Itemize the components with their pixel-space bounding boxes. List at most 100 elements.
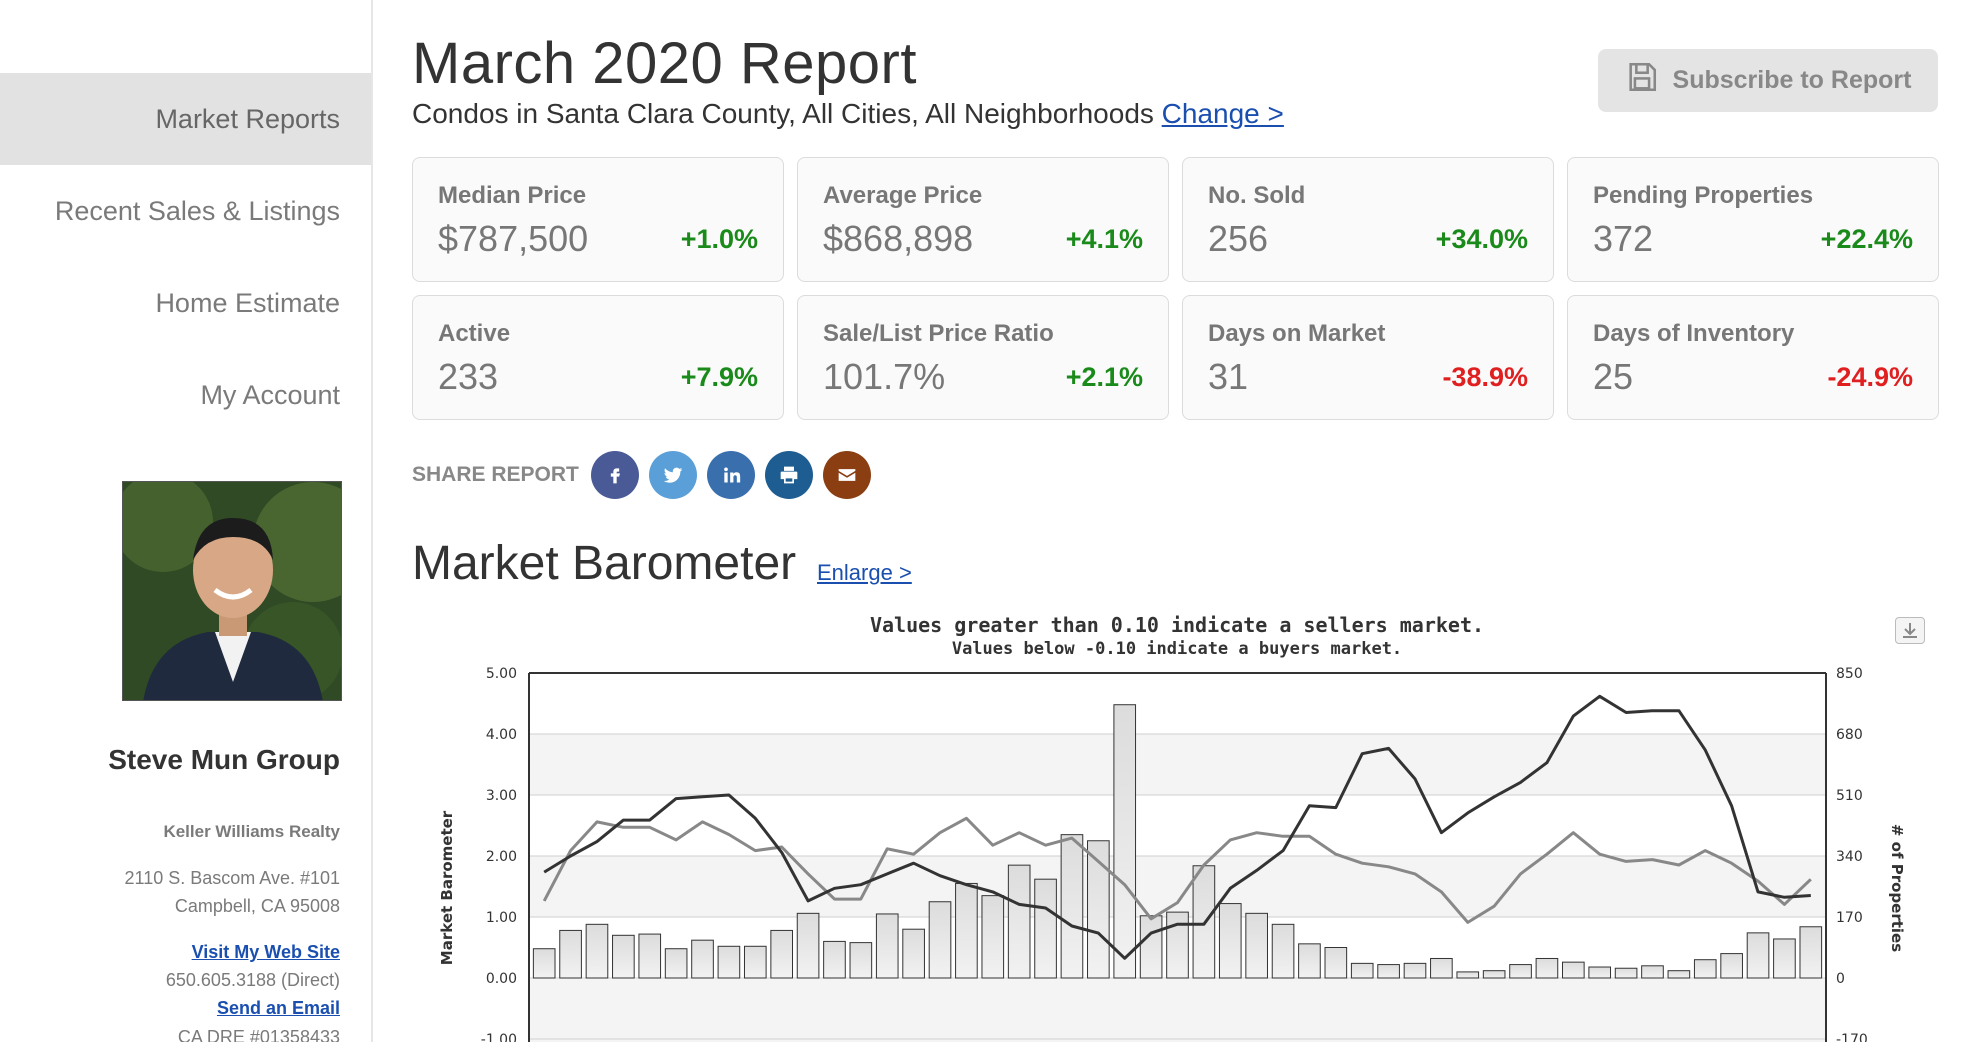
agent-company: Keller Williams Realty — [163, 822, 340, 841]
y-tick-label: 1.00 — [486, 910, 517, 926]
sidebar-item-my-account[interactable]: My Account — [200, 380, 340, 410]
email-icon — [838, 469, 856, 481]
email-share-button[interactable] — [822, 451, 871, 499]
sidebar-item-home-estimate[interactable]: Home Estimate — [155, 288, 340, 318]
subscribe-label: Subscribe to Report — [1672, 66, 1912, 94]
stat-value: 256 — [1208, 218, 1269, 259]
chart-bar — [717, 945, 741, 979]
enlarge-link[interactable]: Enlarge > — [817, 560, 912, 585]
chart-bar — [1614, 967, 1638, 979]
chart-bar — [981, 895, 1005, 979]
agent-photo — [122, 481, 342, 701]
chart-bar — [638, 933, 662, 979]
y-tick-label: 3.00 — [486, 788, 517, 804]
y2-tick-label: 340 — [1836, 849, 1863, 865]
share-label: SHARE REPORT — [412, 463, 579, 486]
download-chart-button[interactable] — [1895, 617, 1925, 644]
chart-bar — [1799, 926, 1823, 979]
chart-bar — [1218, 903, 1242, 979]
y2-tick-label: 680 — [1836, 727, 1863, 743]
chart-bar — [849, 942, 873, 979]
chart-bar — [1403, 962, 1427, 979]
chart-bar — [1588, 966, 1612, 979]
y-tick-label: 4.00 — [486, 727, 517, 743]
chart-band — [529, 734, 1826, 795]
sidebar-item-recent-sales[interactable]: Recent Sales & Listings — [54, 196, 340, 226]
agent-phone: 650.605.3188 (Direct) — [165, 970, 340, 990]
print-icon — [780, 466, 798, 484]
stat-value: 25 — [1593, 356, 1634, 397]
twitter-share-button[interactable] — [648, 451, 697, 499]
agent-address-line1: 2110 S. Bascom Ave. #101 — [124, 868, 340, 888]
y-tick-label: 5.00 — [486, 666, 517, 682]
chart-bar — [875, 913, 899, 979]
stat-value: 31 — [1208, 356, 1249, 397]
chart-bar — [770, 929, 794, 979]
page-title: March 2020 Report — [412, 31, 917, 96]
y2-tick-label: 0 — [1836, 971, 1845, 987]
chart-bar — [1456, 971, 1480, 979]
chart-bar — [796, 912, 820, 979]
chart-bar — [1482, 970, 1506, 979]
y2-tick-label: 510 — [1836, 788, 1863, 804]
stat-change: -38.9% — [1442, 362, 1528, 392]
chart-subtitle: Values below -0.10 indicate a buyers mar… — [952, 639, 1402, 659]
barometer-title: Market Barometer — [412, 537, 797, 590]
linkedin-share-button[interactable] — [706, 451, 755, 499]
subscribe-button[interactable]: Subscribe to Report — [1598, 49, 1938, 112]
stat-days-on-market: Days on Market 31 -38.9% — [1182, 295, 1554, 420]
stats-grid: Median Price $787,500 +1.0% Average Pric… — [412, 157, 1939, 420]
y2-axis-label: # of Properties — [1888, 824, 1906, 952]
chart-bar — [1641, 965, 1664, 979]
y-tick-label: -1.00 — [481, 1032, 517, 1042]
agent-license: CA DRE #01358433 — [177, 1027, 340, 1042]
facebook-share-button[interactable] — [590, 451, 639, 499]
chart-bar — [1693, 959, 1717, 979]
stat-pending-properties: Pending Properties 372 +22.4% — [1567, 157, 1939, 282]
stat-no-sold: No. Sold 256 +34.0% — [1182, 157, 1554, 282]
chart-bar — [612, 934, 635, 979]
website-link[interactable]: Visit My Web Site — [191, 942, 340, 962]
market-barometer-chart: Values greater than 0.10 indicate a sell… — [412, 605, 1952, 1042]
chart-bar — [1166, 911, 1189, 979]
sidebar-nav: Market Reports Recent Sales & Listings H… — [0, 73, 371, 441]
sidebar-item-market-reports[interactable]: Market Reports — [0, 73, 371, 165]
chart-band — [529, 978, 1826, 1042]
chart-bar — [1535, 957, 1559, 979]
y-tick-label: 2.00 — [486, 849, 517, 865]
change-link[interactable]: Change > — [1161, 98, 1284, 129]
stat-label: Average Price — [823, 182, 983, 209]
chart-bar — [1746, 932, 1770, 979]
chart-bar — [823, 940, 846, 979]
chart-bar — [1113, 704, 1137, 979]
chart-line-dark — [543, 694, 1811, 960]
y-tick-label: 0.00 — [486, 971, 517, 987]
stat-label: Days of Inventory — [1593, 320, 1795, 347]
save-icon — [1625, 60, 1659, 101]
report-filter-text: Condos in Santa Clara County, All Cities… — [412, 98, 1154, 129]
stat-change: +7.9% — [680, 362, 758, 392]
main-content: March 2020 Report Condos in Santa Clara … — [412, 0, 1970, 1042]
chart-bar — [1350, 962, 1374, 979]
chart-bar — [902, 928, 925, 979]
download-icon — [1903, 623, 1917, 638]
chart-title: Values greater than 0.10 indicate a sell… — [870, 613, 1484, 637]
print-share-button[interactable] — [764, 451, 813, 499]
y2-tick-label: 850 — [1836, 666, 1863, 682]
chart-bar — [585, 923, 609, 979]
chart-bar — [955, 882, 978, 979]
stat-value: 101.7% — [823, 356, 946, 397]
y-axis-label: Market Barometer — [438, 810, 456, 965]
chart-bar — [1720, 953, 1743, 979]
stat-change: +4.1% — [1065, 224, 1143, 254]
stat-sale-list-ratio: Sale/List Price Ratio 101.7% +2.1% — [797, 295, 1169, 420]
chart-bar — [691, 939, 714, 979]
stat-median-price: Median Price $787,500 +1.0% — [412, 157, 784, 282]
chart-bar — [1034, 878, 1057, 979]
chart-bar — [1245, 912, 1268, 979]
chart-bar — [1298, 943, 1321, 979]
stat-active: Active 233 +7.9% — [412, 295, 784, 420]
email-link[interactable]: Send an Email — [216, 998, 340, 1018]
y2-tick-label: 170 — [1836, 910, 1863, 926]
stat-label: No. Sold — [1208, 182, 1306, 209]
